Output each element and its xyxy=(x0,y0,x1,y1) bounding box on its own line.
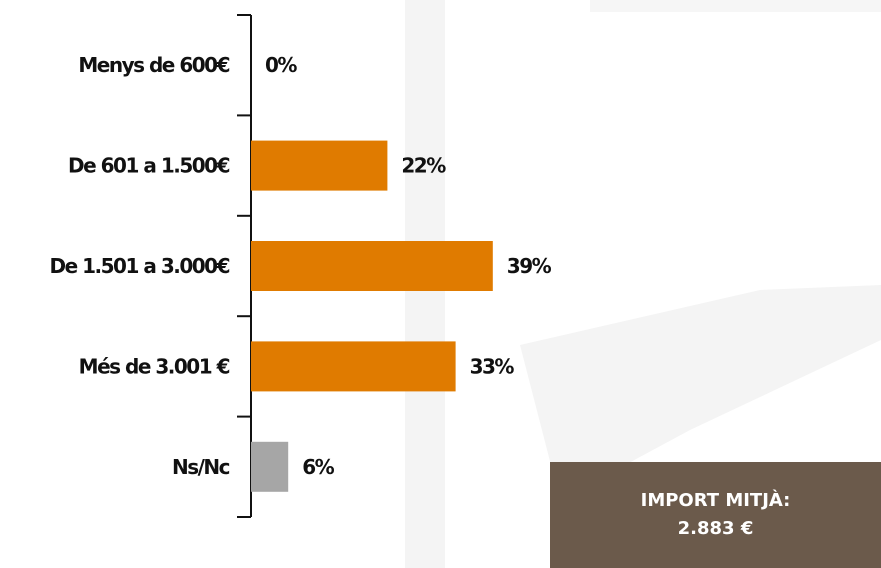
average-amount-box: IMPORT MITJÀ: 2.883 € xyxy=(550,462,881,568)
value-label: 22% xyxy=(401,154,446,178)
value-label: 33% xyxy=(470,354,515,378)
average-amount-title: IMPORT MITJÀ: xyxy=(640,490,791,511)
category-label: De 1.501 a 3.000€ xyxy=(50,254,230,278)
bar xyxy=(251,341,456,392)
value-label: 0% xyxy=(265,53,297,77)
bar xyxy=(251,441,289,492)
value-label: 6% xyxy=(302,455,334,479)
value-label: 39% xyxy=(507,254,552,278)
bar xyxy=(251,241,493,291)
category-label: Menys de 600€ xyxy=(78,53,229,77)
category-label: Més de 3.001 € xyxy=(79,354,230,378)
category-label: Ns/Nc xyxy=(172,455,230,479)
bar xyxy=(251,140,388,191)
category-label: De 601 a 1.500€ xyxy=(68,154,230,178)
average-amount-value: 2.883 € xyxy=(677,518,754,539)
